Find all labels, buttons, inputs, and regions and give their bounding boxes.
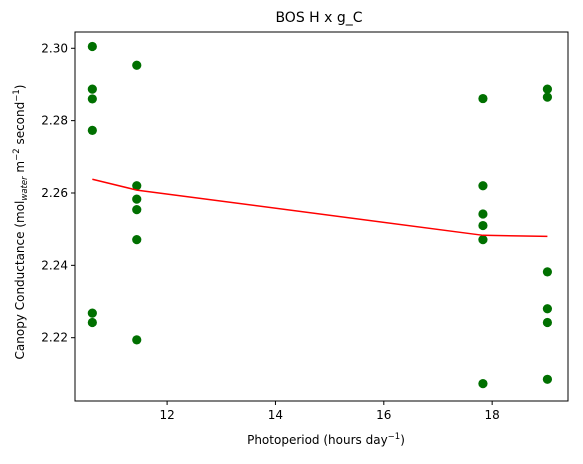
y-tick-label: 2.28 bbox=[41, 114, 68, 128]
fit-line bbox=[92, 178, 548, 238]
data-point bbox=[478, 93, 488, 104]
y-tick-label: 2.30 bbox=[41, 41, 68, 55]
y-tick-label: 2.24 bbox=[41, 258, 68, 272]
x-axis-label: Photoperiod (hours day−1) bbox=[247, 432, 405, 447]
data-point bbox=[87, 94, 97, 104]
data-point bbox=[542, 317, 553, 328]
y-axis-label-sup2: −2 bbox=[12, 148, 22, 161]
data-point bbox=[478, 379, 488, 389]
x-axis-label-sup: −1 bbox=[388, 432, 401, 442]
y-tick-label: 2.22 bbox=[41, 331, 68, 345]
plot-frame bbox=[74, 31, 569, 402]
data-point bbox=[542, 92, 553, 102]
data-point bbox=[132, 194, 142, 204]
x-axis-label-main: Photoperiod (hours day bbox=[247, 433, 388, 447]
y-axis-label-sub: water bbox=[20, 176, 30, 201]
x-axis-label-end: ) bbox=[400, 433, 405, 447]
x-axis-ticks: 12 14 16 18 bbox=[159, 401, 500, 422]
y-axis-label-part4: ) bbox=[13, 85, 27, 90]
y-axis-label-part1: Canopy Conductance (mol bbox=[13, 201, 27, 360]
data-point bbox=[87, 84, 97, 94]
data-point bbox=[87, 317, 97, 328]
data-point bbox=[478, 209, 488, 219]
y-axis-ticks: 2.22 2.24 2.26 2.28 2.30 bbox=[41, 41, 75, 345]
data-point bbox=[132, 335, 142, 345]
y-axis-label-part3: second bbox=[13, 102, 27, 149]
y-axis-label-sup3: −1 bbox=[12, 89, 22, 102]
data-point bbox=[87, 41, 97, 52]
data-point bbox=[132, 181, 142, 191]
y-tick-label: 2.26 bbox=[41, 186, 68, 200]
data-point bbox=[542, 304, 553, 314]
x-tick-label: 16 bbox=[376, 408, 391, 422]
data-point bbox=[132, 60, 142, 70]
chart-title: BOS H x g_C bbox=[275, 10, 362, 26]
data-point bbox=[87, 125, 97, 135]
y-axis-label-part2: m bbox=[13, 161, 27, 177]
data-point bbox=[132, 205, 142, 215]
data-point bbox=[87, 308, 97, 318]
plot-area bbox=[87, 41, 553, 389]
data-point bbox=[478, 235, 488, 245]
data-point bbox=[542, 84, 553, 94]
x-tick-label: 12 bbox=[159, 408, 174, 422]
x-tick-label: 18 bbox=[485, 408, 500, 422]
x-tick-label: 14 bbox=[268, 408, 283, 422]
y-axis-label: Canopy Conductance (molwater m−2 second−… bbox=[12, 85, 30, 360]
data-point bbox=[478, 181, 488, 191]
data-point bbox=[542, 267, 553, 277]
data-point bbox=[132, 235, 142, 245]
data-point bbox=[478, 220, 488, 231]
data-point bbox=[542, 374, 553, 384]
